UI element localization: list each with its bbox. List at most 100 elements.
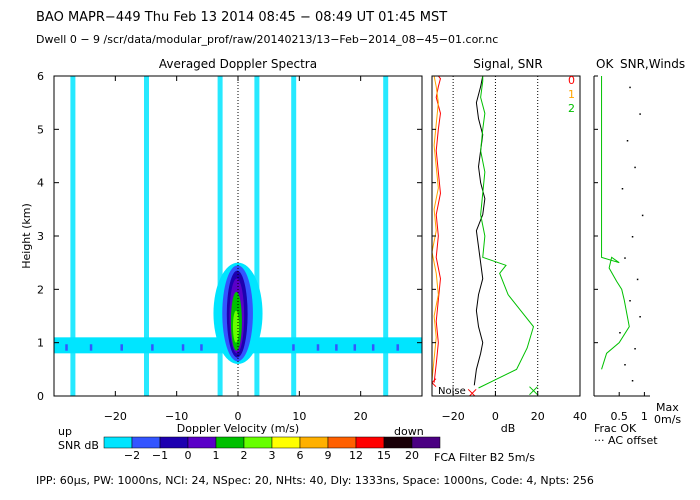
x-tick-label: 20 bbox=[354, 410, 368, 423]
colorbar-tick-label: 0 bbox=[185, 449, 192, 462]
ac-offset-point bbox=[629, 300, 631, 302]
colorbar-up-label: up bbox=[58, 425, 72, 438]
noise-stripe bbox=[144, 76, 149, 396]
ac-offset-point bbox=[641, 214, 644, 217]
ok-x-tick-label: 1 bbox=[641, 410, 648, 423]
y-tick-label: 4 bbox=[37, 177, 44, 190]
clutter-cell bbox=[292, 344, 295, 351]
footer-params: IPP: 60μs, PW: 1000ns, NCI: 24, NSpec: 2… bbox=[36, 474, 594, 487]
x-tick-label: −20 bbox=[104, 410, 127, 423]
clutter-cell bbox=[353, 344, 357, 351]
noise-stripe bbox=[254, 76, 260, 396]
series-snr bbox=[478, 76, 535, 389]
ac-offset-point bbox=[631, 380, 634, 382]
colorbar-snr-label: SNR dB bbox=[58, 439, 99, 452]
clutter-cell bbox=[371, 344, 375, 351]
colorbar-tick-label: 15 bbox=[377, 449, 391, 462]
clutter-cell bbox=[120, 344, 123, 351]
ac-offset-point bbox=[629, 86, 631, 89]
x-tick-label: 10 bbox=[292, 410, 306, 423]
colorbar-swatch bbox=[299, 436, 329, 449]
colorbar-tick-label: 1 bbox=[213, 449, 220, 462]
y-tick-label: 6 bbox=[37, 70, 44, 83]
header-title: BAO MAPR−449 Thu Feb 13 2014 08:45 − 08:… bbox=[36, 10, 448, 25]
series-0 bbox=[433, 76, 442, 383]
ac-offset-point bbox=[639, 113, 641, 115]
ok-legend-1: 1 bbox=[568, 88, 575, 101]
ok-title: SNR,Winds bbox=[620, 57, 685, 71]
frac-ok-line bbox=[601, 76, 630, 370]
x-tick-label: −10 bbox=[165, 410, 188, 423]
noise-stripe bbox=[383, 76, 389, 396]
noise-stripe bbox=[291, 76, 297, 396]
colorbar-swatch bbox=[215, 436, 245, 449]
ac-offset-point bbox=[626, 140, 629, 142]
snr-colorbar: −2 −1 0 1 2 3 6 9 12 15 20 bbox=[103, 436, 441, 462]
signal-x-tick-label: 40 bbox=[573, 410, 587, 423]
colorbar-tick-label: 9 bbox=[325, 449, 332, 462]
colorbar-swatch bbox=[327, 436, 357, 449]
clutter-cell bbox=[200, 344, 203, 351]
x-marker bbox=[529, 386, 538, 396]
colorbar-swatch bbox=[411, 436, 441, 449]
ok-x-tick-label: 0.5 bbox=[610, 410, 628, 423]
clutter-cell bbox=[181, 344, 185, 351]
colorbar-tick-label: 3 bbox=[269, 449, 276, 462]
ac-offset-label: ··· AC offset bbox=[594, 434, 658, 447]
colorbar-swatch bbox=[187, 436, 217, 449]
signal-noise-label: Noise bbox=[438, 386, 466, 397]
header-file-path: Dwell 0 − 9 /scr/data/modular_prof/raw/2… bbox=[36, 33, 499, 46]
signal-x-tick-label: 0 bbox=[492, 410, 499, 423]
ac-offset-point bbox=[636, 278, 639, 281]
colorbar-down-label: down bbox=[394, 425, 424, 438]
doppler-title: Averaged Doppler Spectra bbox=[159, 57, 317, 71]
colorbar-swatch bbox=[131, 436, 161, 449]
series-signal bbox=[473, 76, 486, 386]
signal-title: Signal, SNR bbox=[473, 57, 542, 71]
ac-offset-point bbox=[624, 257, 626, 259]
clutter-cell bbox=[89, 344, 93, 351]
colorbar-tick-label: 12 bbox=[349, 449, 363, 462]
colorbar-swatch bbox=[355, 436, 385, 449]
y-tick-label: 0 bbox=[37, 390, 44, 403]
signal-xlabel: dB bbox=[501, 422, 516, 435]
ac-offset-point bbox=[634, 348, 636, 350]
clutter-cell bbox=[316, 344, 320, 351]
ac-offset-point bbox=[639, 316, 641, 318]
noise-stripe bbox=[217, 76, 223, 396]
ac-offset-point bbox=[631, 236, 634, 238]
series-1 bbox=[432, 76, 439, 381]
colorbar-swatch bbox=[383, 436, 413, 449]
ac-offset-point bbox=[624, 364, 626, 366]
y-tick-label: 5 bbox=[37, 123, 44, 136]
colorbar-tick-label: 6 bbox=[297, 449, 304, 462]
signal-snr-panel: Signal, SNR −20 0 20 40 Noise dB FCA Filter… bbox=[431, 57, 587, 464]
clutter-cell bbox=[396, 344, 399, 351]
ac-offset-point bbox=[634, 166, 636, 169]
noise-stripe bbox=[70, 76, 76, 396]
colorbar-tick-label: 20 bbox=[405, 449, 419, 462]
doppler-xlabel: Doppler Velocity (m/s) bbox=[177, 422, 299, 435]
colorbar-swatch bbox=[103, 436, 133, 449]
colorbar-tick-label: 2 bbox=[241, 449, 248, 462]
clutter-cell bbox=[151, 344, 154, 351]
ok-legend-0: 0 bbox=[568, 74, 575, 87]
signal-x-tick-label: −20 bbox=[442, 410, 465, 423]
colorbar-tick-label: −2 bbox=[124, 449, 140, 462]
ac-offset-point bbox=[621, 188, 624, 190]
y-tick-label: 2 bbox=[37, 283, 44, 296]
doppler-ylabel: Height (km) bbox=[20, 203, 33, 269]
colorbar-swatch bbox=[159, 436, 189, 449]
max-wind-label: 0m/s bbox=[654, 413, 681, 426]
frac-ok-label: Frac OK bbox=[594, 422, 637, 435]
colorbar-swatch bbox=[271, 436, 301, 449]
filter-label: FCA Filter B2 5m/s bbox=[434, 451, 535, 464]
ok-snr-winds-panel: OK SNR,Winds 012 0.5 1 Frac OK ··· AC off… bbox=[568, 57, 685, 447]
y-tick-label: 3 bbox=[37, 230, 44, 243]
max-label: Max bbox=[656, 401, 679, 414]
x-tick-label: 0 bbox=[235, 410, 242, 423]
signal-frame bbox=[431, 75, 581, 397]
colorbar-tick-label: −1 bbox=[152, 449, 168, 462]
ac-offset-point bbox=[619, 332, 621, 334]
doppler-spectra-panel: Averaged Doppler Spectra −20 −10 0 10 200123… bbox=[20, 57, 441, 462]
